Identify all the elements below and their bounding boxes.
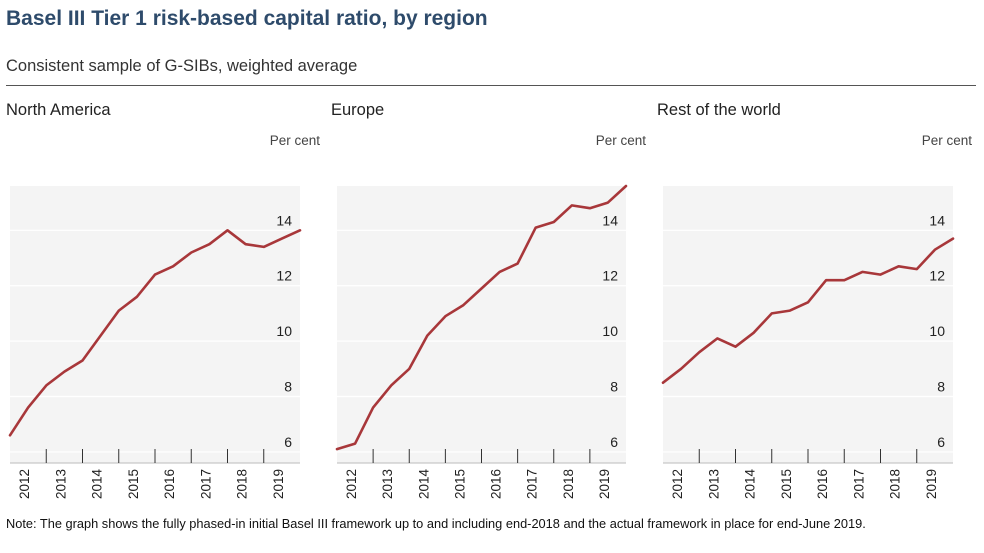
x-tick-label-north-america-2018: 2018	[235, 469, 250, 499]
x-tick-label-rest-of-world-2013: 2013	[706, 469, 721, 499]
x-tick-label-europe-2015: 2015	[452, 469, 467, 499]
x-tick-label-north-america-2017: 2017	[198, 469, 213, 499]
x-tick-label-europe-2014: 2014	[416, 469, 431, 500]
unit-label-rest-of-world: Per cent	[921, 133, 972, 148]
y-tick-label-north-america-6: 6	[284, 434, 292, 450]
plot-area-europe	[337, 186, 626, 463]
y-tick-label-north-america-8: 8	[284, 379, 292, 395]
y-tick-label-europe-14: 14	[602, 212, 618, 228]
footnote: Note: The graph shows the fully phased-i…	[6, 516, 866, 531]
x-tick-label-rest-of-world-2012: 2012	[670, 469, 685, 499]
panel-title-europe: Europe	[331, 101, 385, 119]
y-tick-label-rest-of-world-6: 6	[937, 434, 945, 450]
series-line-rest-of-world	[661, 237, 955, 385]
y-tick-label-north-america-10: 10	[276, 323, 292, 339]
x-tick-label-rest-of-world-2014: 2014	[743, 469, 758, 500]
x-tick-label-europe-2019: 2019	[597, 469, 612, 499]
panel-title-rest-of-world: Rest of the world	[657, 101, 781, 119]
panel-title-north-america: North America	[6, 101, 111, 119]
y-tick-label-rest-of-world-8: 8	[937, 379, 945, 395]
series-line-europe	[335, 184, 628, 451]
chart-panel-north-america: 2012 2013 2014 2015 2016 2017 2018 2019 6 8 10 12 14	[8, 186, 302, 500]
x-tick-label-north-america-2019: 2019	[271, 469, 286, 499]
x-tick-label-europe-2018: 2018	[561, 469, 576, 499]
y-tick-label-europe-12: 12	[602, 268, 618, 284]
y-tick-label-rest-of-world-12: 12	[929, 268, 945, 284]
unit-label-north-america: Per cent	[269, 133, 320, 148]
y-tick-label-europe-8: 8	[610, 379, 618, 395]
x-tick-label-rest-of-world-2017: 2017	[851, 469, 866, 499]
y-tick-label-europe-10: 10	[602, 323, 618, 339]
title-divider	[6, 85, 976, 86]
y-tick-label-north-america-12: 12	[276, 268, 292, 284]
plot-area-north-america	[10, 186, 300, 463]
series-line-north-america	[8, 229, 302, 437]
x-tick-label-north-america-2012: 2012	[17, 469, 32, 499]
x-tick-label-europe-2012: 2012	[344, 469, 359, 499]
chart-title: Basel III Tier 1 risk-based capital rati…	[6, 7, 488, 30]
x-tick-label-north-america-2013: 2013	[53, 469, 68, 499]
x-tick-label-north-america-2016: 2016	[162, 469, 177, 499]
y-tick-label-rest-of-world-10: 10	[929, 323, 945, 339]
y-tick-label-north-america-14: 14	[276, 212, 292, 228]
x-tick-label-rest-of-world-2015: 2015	[779, 469, 794, 499]
plot-area-rest-of-world	[663, 186, 953, 463]
unit-label-europe: Per cent	[595, 133, 646, 148]
x-tick-label-north-america-2014: 2014	[90, 469, 105, 500]
x-tick-label-rest-of-world-2019: 2019	[924, 469, 939, 499]
chart-panel-rest-of-world: 2012 2013 2014 2015 2016 2017 2018 2019 6 8 10 12 14	[661, 186, 955, 500]
x-tick-label-europe-2017: 2017	[525, 469, 540, 499]
chart-panel-europe: 2012 2013 2014 2015 2016 2017 2018 2019 6 8 10 12 14	[335, 184, 628, 500]
charts-svg: 2012 2013 2014 2015 2016 2017 2018 2019 6 8 10 12 14…	[8, 184, 955, 500]
x-tick-label-north-america-2015: 2015	[126, 469, 141, 499]
y-tick-label-europe-6: 6	[610, 434, 618, 450]
chart-subtitle: Consistent sample of G-SIBs, weighted av…	[6, 57, 358, 75]
y-tick-label-rest-of-world-14: 14	[929, 212, 945, 228]
x-tick-label-rest-of-world-2018: 2018	[888, 469, 903, 499]
x-tick-label-europe-2013: 2013	[380, 469, 395, 499]
x-tick-label-rest-of-world-2016: 2016	[815, 469, 830, 499]
x-tick-label-europe-2016: 2016	[489, 469, 504, 499]
